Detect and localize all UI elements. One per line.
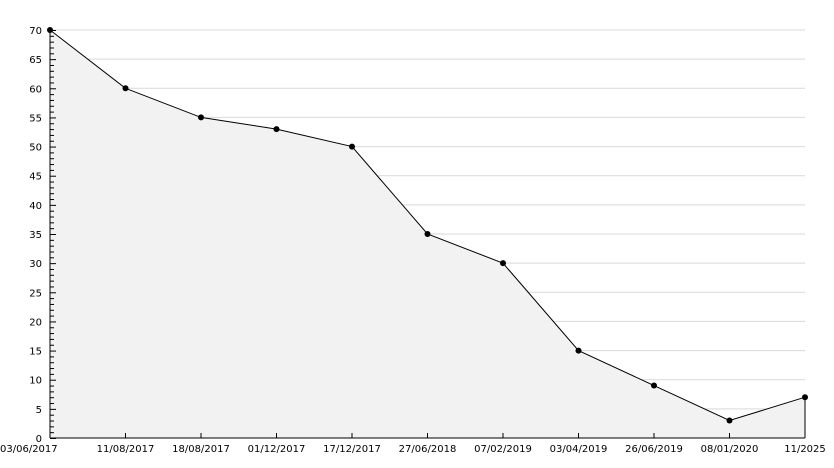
data-point: [726, 417, 733, 424]
x-tick-label: 11/2025: [784, 444, 826, 455]
y-tick-label: 5: [36, 405, 42, 416]
y-tick-label: 70: [29, 26, 42, 37]
x-tick-label: 03/04/2019: [550, 444, 608, 455]
y-tick-label: 55: [29, 113, 42, 124]
x-tick-label: 07/02/2019: [474, 444, 532, 455]
y-tick-label: 40: [29, 201, 42, 212]
data-point: [802, 394, 808, 401]
data-point: [47, 27, 53, 33]
y-tick-label: 65: [29, 55, 42, 66]
data-point: [198, 114, 204, 121]
x-tick-label: 01/12/2017: [248, 444, 306, 455]
y-tick-label: 60: [29, 84, 42, 95]
data-point: [424, 231, 431, 237]
y-tick-label: 35: [29, 230, 42, 241]
y-tick-label: 50: [29, 143, 42, 154]
x-tick-label: 18/08/2017: [172, 444, 230, 455]
y-tick-label: 45: [29, 172, 42, 183]
data-point: [575, 347, 582, 354]
y-tick-label: 30: [29, 259, 42, 270]
y-tick-label: 10: [29, 376, 42, 387]
y-tick-label: 15: [29, 347, 42, 358]
x-tick-label: 03/06/2017: [0, 444, 58, 455]
y-tick-label: 20: [29, 317, 42, 328]
x-tick-label: 27/06/2018: [399, 444, 457, 455]
x-tick-label: 11/08/2017: [97, 444, 155, 455]
y-tick-label: 0: [36, 434, 42, 445]
data-point: [122, 85, 129, 92]
data-point: [651, 382, 657, 389]
x-tick-label: 08/01/2020: [701, 444, 759, 455]
x-tick-label: 26/06/2019: [625, 444, 683, 455]
y-tick-label: 25: [29, 288, 42, 299]
x-tick-label: 17/12/2017: [323, 444, 381, 455]
data-point: [500, 260, 506, 267]
data-point: [273, 126, 280, 133]
data-point: [349, 143, 355, 150]
